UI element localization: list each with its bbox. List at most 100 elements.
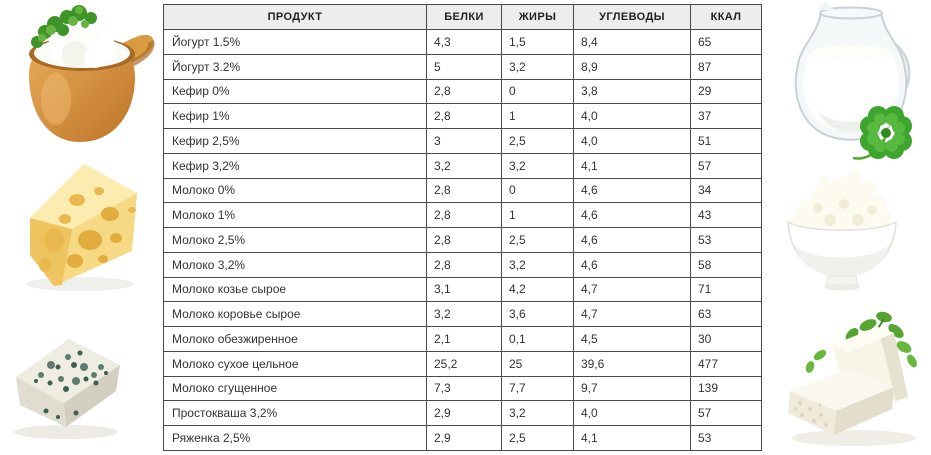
product-cell: Йогурт 1.5% [163, 29, 427, 55]
milk-jug-graphic [794, 2, 912, 160]
value-cell: 53 [690, 425, 762, 451]
value-cell: 58 [690, 251, 762, 278]
product-cell: Молоко 1% [163, 202, 427, 228]
value-cell: 4,2 [501, 276, 574, 303]
table-row: Йогурт 1.5% 4,3 1,5 8,4 65 [163, 29, 762, 55]
cottage-cheese-bowl-image [778, 170, 908, 294]
milk-jug-image [773, 0, 929, 168]
product-cell: Ряженка 2,5% [163, 425, 427, 451]
sour-cream-pot-graphic [29, 5, 155, 142]
clover-leaf [852, 106, 912, 160]
value-cell: 3,2 [426, 152, 502, 179]
table-body: Йогурт 1.5% 4,3 1,5 8,4 65 Йогурт 3.2% 5 3,2 8,9… [163, 29, 762, 451]
product-cell: Молоко 3,2% [163, 251, 427, 278]
value-cell: 87 [690, 53, 762, 80]
table-header-row: ПРОДУКТ БЕЛКИ ЖИРЫ УГЛЕВОДЫ ККАЛ [163, 4, 762, 30]
value-cell: 8,4 [573, 29, 691, 55]
value-cell: 2,5 [501, 425, 574, 451]
column-header: ККАЛ [690, 4, 762, 30]
value-cell: 4,6 [573, 227, 691, 253]
column-header: ЖИРЫ [501, 4, 574, 30]
table-row: Молоко коровье сырое 3,2 3,6 4,7 63 [163, 301, 762, 327]
product-cell: Молоко сухое цельное [163, 350, 427, 377]
product-cell: Кефир 1% [163, 103, 427, 129]
table-row: Молоко сухое цельное 25,2 25 39,6 477 [163, 350, 762, 377]
product-cell: Йогурт 3.2% [163, 53, 427, 80]
sour-cream-pot-image [8, 2, 156, 152]
table-row: Молоко 3,2% 2,8 3,2 4,6 58 [163, 251, 762, 278]
value-cell: 2,9 [426, 425, 502, 451]
feta-cheese-graphic [788, 311, 917, 446]
table-row: Кефир 1% 2,8 1 4,0 37 [163, 103, 762, 129]
value-cell: 0 [501, 177, 574, 204]
value-cell: 4,7 [573, 276, 691, 303]
column-header: ПРОДУКТ [163, 4, 427, 30]
value-cell: 43 [690, 202, 762, 228]
cottage-cheese-graphic [787, 171, 897, 291]
value-cell: 4,7 [573, 301, 691, 327]
value-cell: 25,2 [426, 350, 502, 377]
value-cell: 30 [690, 326, 762, 352]
blue-cheese-image [6, 323, 128, 443]
swiss-cheese-graphic [26, 164, 137, 291]
value-cell: 57 [690, 152, 762, 179]
table-row: Йогурт 3.2% 5 3,2 8,9 87 [163, 53, 762, 80]
value-cell: 2,8 [426, 103, 502, 129]
value-cell: 34 [690, 177, 762, 204]
product-cell: Молоко козье сырое [163, 276, 427, 303]
value-cell: 8,9 [573, 53, 691, 80]
column-header: УГЛЕВОДЫ [573, 4, 691, 30]
product-cell: Молоко 0% [163, 177, 427, 204]
product-cell: Кефир 3,2% [163, 152, 427, 179]
table-row: Молоко 0% 2,8 0 4,6 34 [163, 177, 762, 204]
value-cell: 4,6 [573, 177, 691, 204]
value-cell: 2,5 [501, 128, 574, 154]
table-row: Кефир 0% 2,8 0 3,8 29 [163, 78, 762, 105]
value-cell: 0,1 [501, 326, 574, 352]
value-cell: 3,6 [501, 301, 574, 327]
value-cell: 2,5 [501, 227, 574, 253]
value-cell: 477 [690, 350, 762, 377]
product-cell: Кефир 2,5% [163, 128, 427, 154]
value-cell: 4,0 [573, 400, 691, 426]
value-cell: 4,0 [573, 128, 691, 154]
value-cell: 3,2 [501, 251, 574, 278]
swiss-cheese-image [14, 158, 146, 295]
value-cell: 2,8 [426, 227, 502, 253]
product-cell: Простокваша 3,2% [163, 400, 427, 426]
value-cell: 3,1 [426, 276, 502, 303]
value-cell: 51 [690, 128, 762, 154]
value-cell: 1 [501, 103, 574, 129]
value-cell: 7,3 [426, 375, 502, 402]
value-cell: 4,0 [573, 103, 691, 129]
value-cell: 139 [690, 375, 762, 402]
feta-cheese-image [776, 303, 928, 451]
value-cell: 3,2 [501, 400, 574, 426]
column-header: БЕЛКИ [426, 4, 502, 30]
value-cell: 4,3 [426, 29, 502, 55]
value-cell: 57 [690, 400, 762, 426]
table-row: Молоко козье сырое 3,1 4,2 4,7 71 [163, 276, 762, 303]
value-cell: 3,8 [573, 78, 691, 105]
table-row: Молоко сгущенное 7,3 7,7 9,7 139 [163, 375, 762, 402]
value-cell: 4,6 [573, 251, 691, 278]
value-cell: 63 [690, 301, 762, 327]
value-cell: 4,1 [573, 152, 691, 179]
value-cell: 39,6 [573, 350, 691, 377]
value-cell: 4,5 [573, 326, 691, 352]
value-cell: 25 [501, 350, 574, 377]
value-cell: 53 [690, 227, 762, 253]
value-cell: 7,7 [501, 375, 574, 402]
product-cell: Молоко обезжиренное [163, 326, 427, 352]
value-cell: 9,7 [573, 375, 691, 402]
value-cell: 2,9 [426, 400, 502, 426]
value-cell: 3,2 [501, 152, 574, 179]
value-cell: 65 [690, 29, 762, 55]
value-cell: 2,1 [426, 326, 502, 352]
value-cell: 0 [501, 78, 574, 105]
table-row: Молоко 1% 2,8 1 4,6 43 [163, 202, 762, 228]
value-cell: 2,8 [426, 78, 502, 105]
table-row: Кефир 2,5% 3 2,5 4,0 51 [163, 128, 762, 154]
table-row: Молоко обезжиренное 2,1 0,1 4,5 30 [163, 326, 762, 352]
